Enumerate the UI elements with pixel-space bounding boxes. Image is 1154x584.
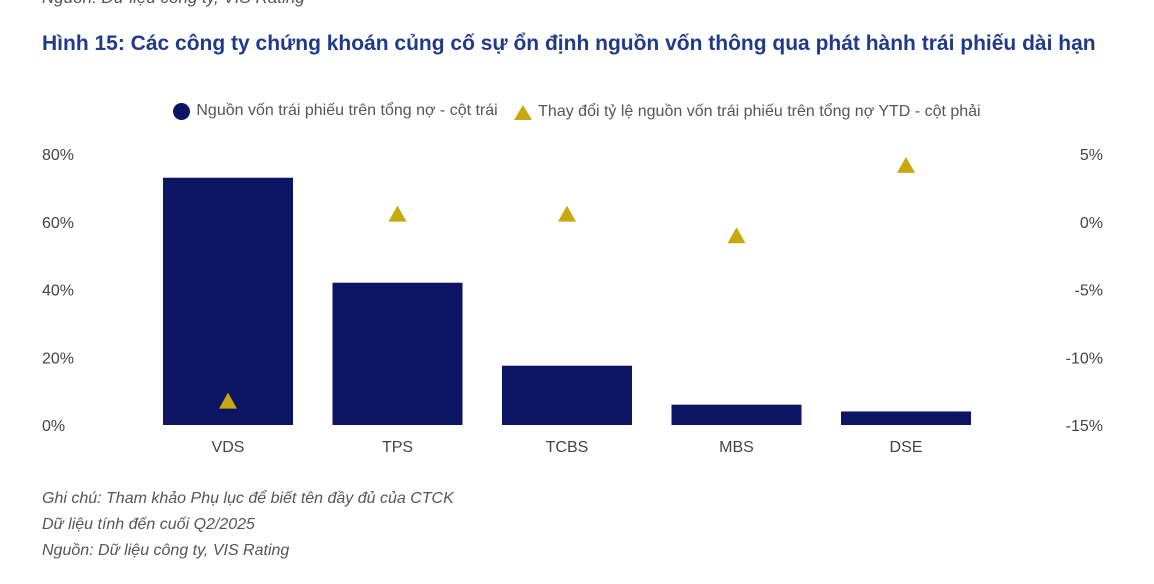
bar	[332, 282, 463, 425]
y-right-tick-label: -5%	[1075, 283, 1103, 300]
y-left-tick-label: 20%	[42, 350, 74, 367]
figure-title: Hình 15: Các công ty chứng khoán củng cố…	[42, 32, 1096, 55]
x-tick-label: VDS	[212, 439, 245, 456]
y-right-tick-label: 0%	[1080, 215, 1103, 232]
y-right-tick-label: -10%	[1066, 350, 1103, 367]
note-line: Dữ liệu tính đến cuối Q2/2025	[42, 516, 255, 533]
triangle-marker	[727, 227, 746, 244]
legend-label-markers: Thay đổi tỷ lệ nguồn vốn trái phiếu trên…	[538, 103, 981, 120]
bar	[671, 404, 802, 425]
bar	[502, 365, 632, 425]
legend-label-bars: Nguồn vốn trái phiếu trên tổng nợ - cột …	[196, 102, 498, 119]
triangle-marker	[897, 156, 915, 173]
notes: Ghi chú: Tham khảo Phụ lục để biết tên đ…	[42, 486, 454, 564]
x-tick-label: TCBS	[546, 439, 589, 456]
legend-item-bars: Nguồn vốn trái phiếu trên tổng nợ - cột …	[173, 102, 498, 120]
bar	[163, 177, 293, 425]
y-left-tick-label: 80%	[42, 147, 74, 164]
x-tick-label: TPS	[382, 439, 413, 456]
triangle-marker	[388, 205, 407, 222]
y-right-tick-label: 5%	[1080, 147, 1103, 164]
y-left-tick-label: 0%	[42, 418, 65, 435]
x-tick-label: DSE	[890, 439, 923, 456]
y-left-tick-label: 40%	[42, 283, 74, 300]
triangle-marker	[558, 205, 576, 222]
x-tick-label: MBS	[719, 439, 754, 456]
source-line-top: Nguồn: Dữ liệu công ty, VIS Rating	[42, 0, 305, 8]
y-left-tick-label: 60%	[42, 215, 74, 232]
legend: Nguồn vốn trái phiếu trên tổng nợ - cột …	[0, 102, 1154, 125]
legend-circle-icon	[173, 102, 191, 120]
bar	[841, 411, 971, 425]
y-right-tick-label: -15%	[1066, 418, 1103, 435]
triangle-marker	[219, 392, 237, 409]
note-line: Nguồn: Dữ liệu công ty, VIS Rating	[42, 542, 290, 559]
legend-triangle-icon	[514, 104, 533, 120]
legend-item-markers: Thay đổi tỷ lệ nguồn vốn trái phiếu trên…	[514, 103, 981, 121]
note-line: Ghi chú: Tham khảo Phụ lục để biết tên đ…	[42, 490, 454, 507]
